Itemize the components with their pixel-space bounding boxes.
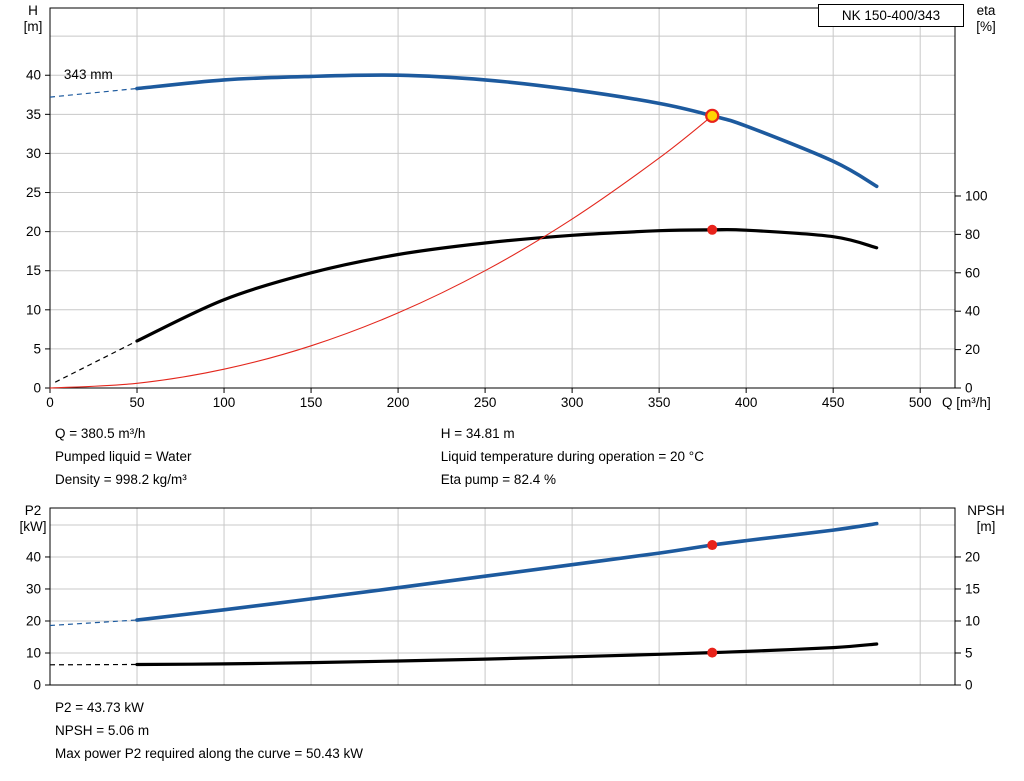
svg-text:NPSH: NPSH — [967, 503, 1005, 518]
svg-text:5: 5 — [33, 341, 41, 356]
svg-text:30: 30 — [26, 581, 41, 596]
eta-pump-value: Eta pump = 82.4 % — [440, 472, 556, 487]
axis-labels: 0 10 20 30 40 0 5 10 15 20 P2[kW] NPSH[m] — [20, 503, 1005, 693]
svg-text:[%]: [%] — [976, 19, 996, 34]
plot-border — [49, 507, 956, 686]
svg-text:20: 20 — [26, 224, 41, 239]
svg-text:0: 0 — [33, 381, 41, 396]
svg-text:150: 150 — [300, 395, 323, 410]
p2-value: P2 = 43.73 kW — [55, 700, 144, 715]
svg-text:15: 15 — [965, 581, 980, 596]
svg-text:35: 35 — [26, 107, 41, 122]
power-info-block: P2 = 43.73 kW NPSH = 5.06 m Max power P2… — [55, 696, 363, 765]
svg-text:500: 500 — [909, 395, 932, 410]
plot-border — [49, 7, 956, 389]
svg-text:300: 300 — [561, 395, 584, 410]
svg-text:40: 40 — [965, 304, 980, 319]
svg-text:100: 100 — [965, 188, 988, 203]
svg-text:P2: P2 — [25, 503, 42, 518]
svg-text:Q [m³/h]: Q [m³/h] — [942, 395, 991, 410]
svg-text:10: 10 — [965, 613, 980, 628]
pumped-liquid-value: Pumped liquid = Water — [55, 449, 192, 464]
svg-text:[m]: [m] — [24, 19, 43, 34]
p2-npsh-chart: 0 10 20 30 40 0 5 10 15 20 P2[kW] NPSH[m] — [20, 503, 1005, 693]
liquid-temperature-value: Liquid temperature during operation = 20… — [440, 449, 704, 464]
grid-lines — [50, 8, 955, 388]
p2-curve — [49, 521, 879, 627]
svg-text:20: 20 — [965, 342, 980, 357]
duty-info-block: Q = 380.5 m³/h H = 34.81 m Pumped liquid… — [55, 422, 704, 491]
info-row: Density = 998.2 kg/m³ Eta pump = 82.4 % — [55, 468, 704, 491]
max-power-value: Max power P2 required along the curve = … — [55, 746, 364, 761]
duty-head-value: H = 34.81 m — [440, 426, 515, 441]
npsh-curve — [49, 642, 879, 667]
qh-eta-chart: 0 50 100 150 200 250 300 350 400 450 500 Q [m³/h]05… — [24, 3, 996, 410]
svg-text:350: 350 — [648, 395, 671, 410]
svg-text:[kW]: [kW] — [20, 519, 47, 534]
svg-text:60: 60 — [965, 265, 980, 280]
svg-text:10: 10 — [26, 645, 41, 660]
info-row: NPSH = 5.06 m — [55, 719, 363, 742]
head-curve — [49, 73, 879, 189]
svg-text:0: 0 — [965, 678, 973, 693]
svg-text:40: 40 — [26, 68, 41, 83]
impeller-diameter-label: 343 mm — [64, 67, 113, 82]
svg-text:10: 10 — [26, 302, 41, 317]
duty-flow-value: Q = 380.5 m³/h — [55, 426, 146, 441]
info-row: Q = 380.5 m³/h H = 34.81 m — [55, 422, 704, 445]
svg-text:250: 250 — [474, 395, 497, 410]
grid-lines — [50, 508, 955, 685]
eta-curve — [54, 227, 879, 383]
svg-text:0: 0 — [965, 381, 973, 396]
info-row: Pumped liquid = Water Liquid temperature… — [55, 445, 704, 468]
duty-point-marker — [705, 108, 720, 123]
svg-text:15: 15 — [26, 263, 41, 278]
svg-text:20: 20 — [965, 549, 980, 564]
density-value: Density = 998.2 kg/m³ — [55, 472, 187, 487]
svg-text:0: 0 — [33, 678, 41, 693]
p2-point-marker — [707, 540, 718, 551]
svg-text:40: 40 — [26, 549, 41, 564]
svg-text:100: 100 — [213, 395, 236, 410]
eta-point-marker — [707, 224, 718, 235]
svg-text:450: 450 — [822, 395, 845, 410]
info-row: Max power P2 required along the curve = … — [55, 742, 363, 765]
svg-text:5: 5 — [965, 645, 973, 660]
svg-text:200: 200 — [387, 395, 410, 410]
axis-labels: 0 50 100 150 200 250 300 350 400 450 500 Q [m³/h]05… — [24, 3, 996, 410]
svg-text:80: 80 — [965, 227, 980, 242]
svg-text:[m]: [m] — [977, 519, 996, 534]
svg-text:30: 30 — [26, 146, 41, 161]
system-curve — [49, 115, 713, 389]
npsh-value: NPSH = 5.06 m — [55, 723, 150, 738]
pump-model-label: NK 150-400/343 — [818, 4, 964, 27]
svg-text:400: 400 — [735, 395, 758, 410]
npsh-point-marker — [707, 647, 718, 658]
svg-text:20: 20 — [26, 613, 41, 628]
svg-text:H: H — [28, 3, 38, 18]
info-row: P2 = 43.73 kW — [55, 696, 363, 719]
svg-text:25: 25 — [26, 185, 41, 200]
svg-text:eta: eta — [977, 3, 996, 18]
svg-text:0: 0 — [46, 395, 54, 410]
svg-text:50: 50 — [130, 395, 145, 410]
